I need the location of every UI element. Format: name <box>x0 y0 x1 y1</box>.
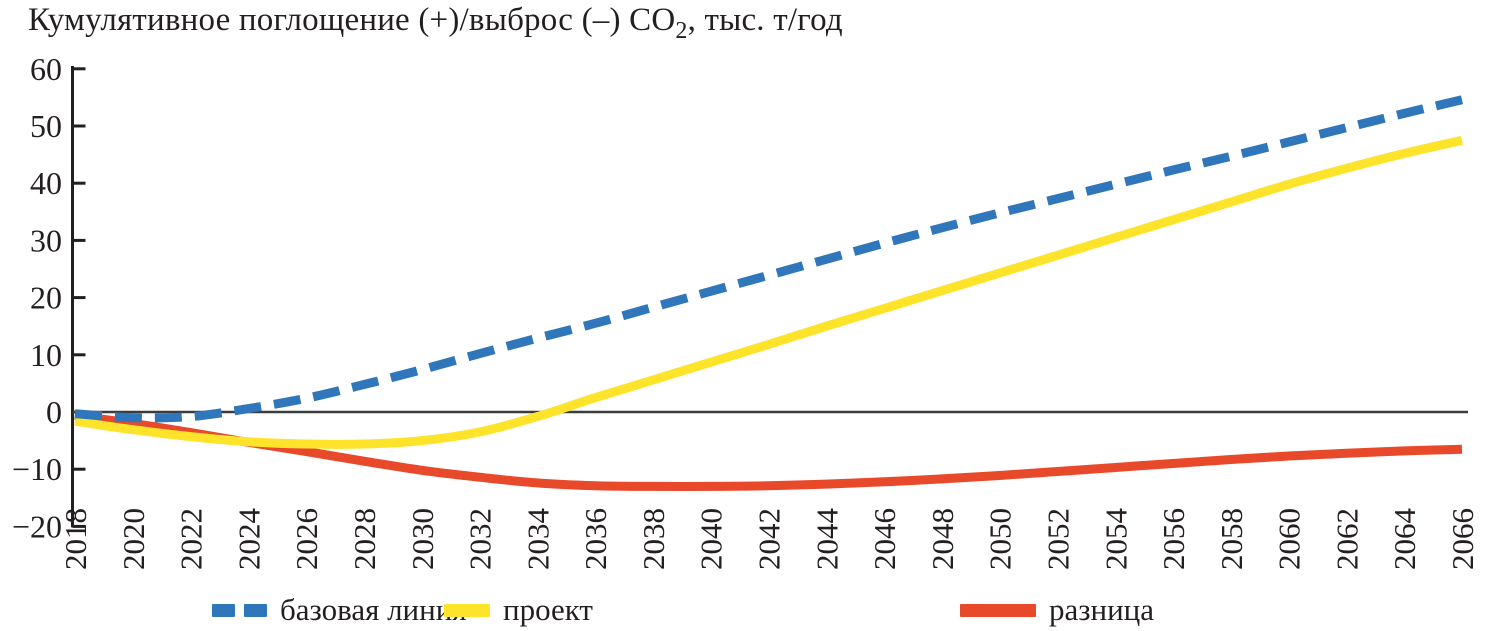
series-line-проект <box>74 135 1464 449</box>
x-tick-label: 2060 <box>1272 508 1307 570</box>
chart-legend: базовая линия проект разница <box>0 592 1490 631</box>
legend-item-разница: разница <box>960 592 1154 628</box>
swatch-segment <box>212 603 235 617</box>
x-tick-label: 2066 <box>1445 508 1480 570</box>
y-tick-label: 20 <box>30 280 62 316</box>
y-tick-label: −10 <box>12 451 62 487</box>
swatch-segment <box>244 603 267 617</box>
x-tick-label: 2022 <box>174 508 209 570</box>
x-tick-label: 2038 <box>636 508 671 570</box>
legend-label: базовая линия <box>280 592 467 627</box>
swatch-segment <box>444 603 490 617</box>
y-tick-label: 60 <box>30 51 62 87</box>
x-tick-label: 2040 <box>694 508 729 570</box>
y-tick-label: 0 <box>46 394 62 430</box>
x-tick-label: 2062 <box>1329 508 1364 570</box>
line-swatch-icon <box>960 603 1036 617</box>
x-tick-label: 2064 <box>1387 508 1422 571</box>
x-tick-label: 2044 <box>809 508 844 571</box>
legend-item-проект: проект <box>444 592 593 628</box>
x-tick-label: 2028 <box>347 508 382 570</box>
dashed-line-swatch-icon <box>212 603 267 617</box>
x-tick-label: 2032 <box>463 508 498 570</box>
chart-title-prefix: Кумулятивное поглощение (+)/выброс (–) C… <box>28 2 676 38</box>
legend-item-базовая-линия: базовая линия <box>212 592 467 628</box>
x-tick-label: 2026 <box>289 508 324 570</box>
series-line-разница <box>74 410 1463 491</box>
x-tick-label: 2052 <box>1041 508 1076 570</box>
legend-label: проект <box>503 592 593 627</box>
y-tick-label: −20 <box>12 508 62 544</box>
y-tick-label: 10 <box>30 337 62 373</box>
x-tick-label: 2054 <box>1098 508 1133 571</box>
series-line-базовая-линия <box>74 95 1464 423</box>
x-tick-label: 2042 <box>752 508 787 570</box>
x-tick-label: 2030 <box>405 508 440 570</box>
x-tick-label: 2036 <box>578 508 613 570</box>
swatch-segment <box>960 603 1036 617</box>
x-tick-label: 2034 <box>520 508 555 571</box>
x-tick-label: 2046 <box>867 508 902 570</box>
y-tick-label: 50 <box>30 108 62 144</box>
x-tick-label: 2020 <box>116 508 151 570</box>
x-tick-label: 2048 <box>925 508 960 570</box>
chart-title-suffix: , тыс. т/год <box>687 2 843 38</box>
chart-title-subscript: 2 <box>675 18 688 44</box>
line-swatch-icon <box>444 603 490 617</box>
x-tick-label: 2024 <box>231 508 266 571</box>
y-tick-label: 30 <box>30 222 62 258</box>
x-tick-label: 2056 <box>1156 508 1191 570</box>
y-tick-label: 40 <box>30 165 62 201</box>
legend-label: разница <box>1049 592 1155 627</box>
x-tick-label: 2050 <box>983 508 1018 570</box>
chart-title: Кумулятивное поглощение (+)/выброс (–) C… <box>28 2 843 44</box>
x-tick-label: 2018 <box>58 508 93 570</box>
x-tick-label: 2058 <box>1214 508 1249 570</box>
